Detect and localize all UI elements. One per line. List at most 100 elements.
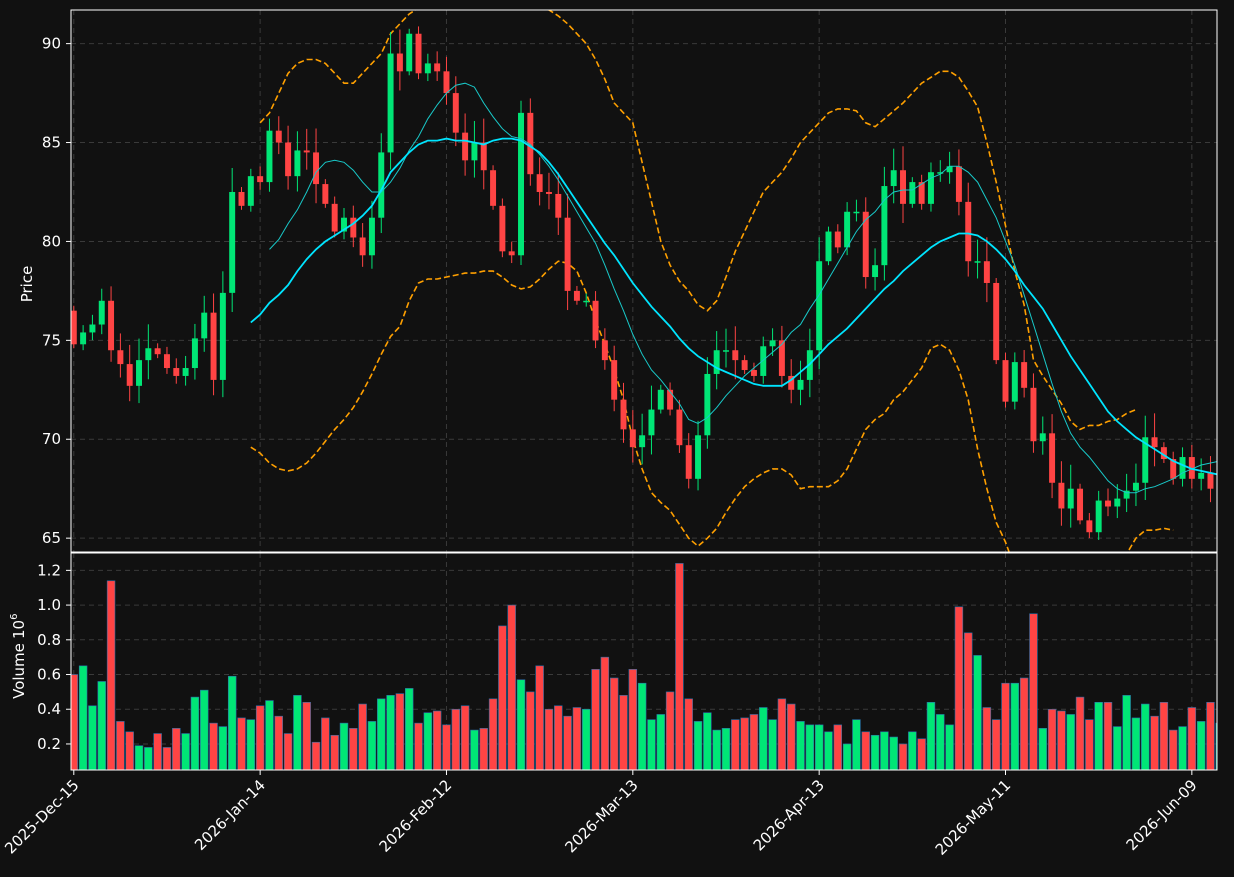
volume-bar xyxy=(843,744,851,770)
candle-body xyxy=(695,435,701,479)
volume-bar xyxy=(899,744,907,770)
volume-tick-label: 0.4 xyxy=(37,700,61,718)
candle-body xyxy=(434,63,440,71)
volume-bar xyxy=(964,633,972,770)
volume-bar xyxy=(312,742,320,770)
candle-body xyxy=(732,350,738,360)
volume-bar xyxy=(806,725,814,770)
candle-body xyxy=(416,34,422,74)
candle-body xyxy=(1012,362,1018,402)
candle-body xyxy=(509,251,515,255)
volume-bar xyxy=(172,728,180,770)
candle-body xyxy=(397,54,403,72)
volume-bar xyxy=(1207,702,1215,770)
volume-tick-label: 1.2 xyxy=(37,561,61,579)
candle-body xyxy=(909,182,915,204)
volume-bar xyxy=(303,702,311,770)
candle-body xyxy=(1133,483,1139,491)
volume-tick-label: 0.6 xyxy=(37,666,61,684)
volume-bar xyxy=(405,688,413,770)
price-tick-label: 90 xyxy=(42,35,61,53)
candle-body xyxy=(71,311,77,345)
volume-bar xyxy=(79,666,87,770)
volume-bar xyxy=(890,737,898,770)
volume-bar xyxy=(154,734,162,770)
volume-bar xyxy=(1067,714,1075,770)
volume-bar xyxy=(703,713,711,770)
volume-bar xyxy=(769,720,777,770)
volume-bar xyxy=(191,697,199,770)
candle-body xyxy=(742,360,748,370)
candle-body xyxy=(872,265,878,277)
candle-body xyxy=(481,143,487,171)
candle-body xyxy=(630,429,636,447)
volume-bar xyxy=(256,706,264,770)
volume-bar xyxy=(713,730,721,770)
volume-axis-exponent-power: 6 xyxy=(9,614,20,620)
candle-body xyxy=(1105,501,1111,507)
volume-bar xyxy=(685,699,693,770)
volume-bar xyxy=(461,706,469,770)
candle-body xyxy=(211,313,217,380)
candle-body xyxy=(499,206,505,251)
volume-bar xyxy=(1020,678,1028,770)
candle-body xyxy=(1058,483,1064,509)
volume-bar xyxy=(797,721,805,770)
candle-body xyxy=(565,218,571,291)
candle-body xyxy=(201,313,207,339)
price-tick-label: 65 xyxy=(42,529,61,547)
candle-body xyxy=(853,212,859,214)
volume-bar xyxy=(471,730,479,770)
volume-bar xyxy=(946,725,954,770)
volume-bar xyxy=(825,732,833,770)
candle-body xyxy=(239,192,245,206)
candle-body xyxy=(360,237,366,255)
candle-body xyxy=(770,340,776,346)
candle-body xyxy=(304,150,310,152)
candle-body xyxy=(825,232,831,262)
volume-bar xyxy=(489,699,497,770)
volume-bar xyxy=(480,728,488,770)
candle-body xyxy=(518,113,524,255)
candle-body xyxy=(80,332,86,344)
volume-bar xyxy=(908,732,916,770)
volume-bar xyxy=(536,666,544,770)
volume-bar xyxy=(731,720,739,770)
candle-body xyxy=(1068,489,1074,509)
candle-body xyxy=(266,131,272,182)
candle-body xyxy=(1114,499,1120,507)
volume-bar xyxy=(787,704,795,770)
volume-bar xyxy=(1197,721,1205,770)
volume-bar xyxy=(1085,720,1093,770)
volume-bar xyxy=(862,732,870,770)
candle-body xyxy=(425,63,431,73)
candle-body xyxy=(164,354,170,368)
volume-bar xyxy=(340,723,348,770)
volume-bar xyxy=(266,701,274,770)
volume-bar xyxy=(1179,727,1187,770)
volume-bar xyxy=(293,695,301,770)
candle-body xyxy=(453,93,459,133)
volume-bar xyxy=(983,708,991,770)
volume-bar xyxy=(722,728,730,770)
candle-body xyxy=(751,370,757,376)
volume-bar xyxy=(433,711,441,770)
volume-bar xyxy=(247,720,255,770)
candle-body xyxy=(900,170,906,204)
volume-bar xyxy=(1123,695,1131,770)
candle-body xyxy=(956,166,962,202)
volume-bar xyxy=(1113,727,1121,770)
volume-bar xyxy=(601,657,609,770)
volume-bar xyxy=(284,734,292,770)
volume-bar xyxy=(1048,709,1056,770)
volume-bar xyxy=(1104,702,1112,770)
volume-bar xyxy=(135,746,143,770)
volume-bar xyxy=(778,699,786,770)
volume-bar xyxy=(200,690,208,770)
volume-bar xyxy=(1002,683,1010,770)
candle-body xyxy=(1096,501,1102,533)
candle-body xyxy=(257,176,263,182)
price-axis-label: Price xyxy=(18,266,36,303)
volume-bar xyxy=(498,626,506,770)
